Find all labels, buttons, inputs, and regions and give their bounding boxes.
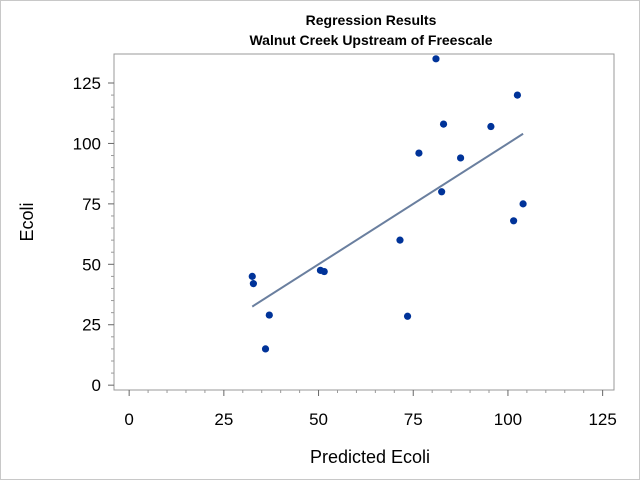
data-point <box>261 345 270 353</box>
plot-area-frame <box>113 53 615 391</box>
x-axis-label: Predicted Ecoli <box>310 447 430 467</box>
data-point <box>265 311 273 319</box>
y-tick-label: 0 <box>92 376 101 395</box>
x-tick-label: 0 <box>124 410 133 429</box>
chart-title: Regression Results <box>306 12 437 28</box>
data-point <box>513 91 522 99</box>
y-tick-label: 75 <box>82 195 101 214</box>
data-point <box>438 188 446 196</box>
regression-fit-line <box>251 132 524 308</box>
x-tick-label: 100 <box>494 410 522 429</box>
data-point <box>403 312 412 320</box>
data-point <box>487 122 495 131</box>
chart-subtitle: Walnut Creek Upstream of Freescale <box>249 32 492 48</box>
marks-group <box>248 55 527 353</box>
y-tick-label: 125 <box>73 74 101 93</box>
x-tick-label: 50 <box>309 410 328 429</box>
y-axis-label: Ecoli <box>17 202 37 241</box>
data-point <box>510 217 518 225</box>
data-point <box>248 272 256 280</box>
x-tick-label: 125 <box>588 410 616 429</box>
data-point <box>249 280 257 288</box>
data-point <box>396 236 404 244</box>
data-point <box>415 149 423 157</box>
data-point <box>432 55 440 63</box>
y-tick-label: 100 <box>73 134 101 153</box>
data-point <box>320 267 328 276</box>
data-point <box>519 200 527 208</box>
x-tick-label: 75 <box>404 410 423 429</box>
data-point <box>456 154 465 162</box>
y-tick-label: 50 <box>82 255 101 274</box>
axes-group: 0 25 50 75 100 125 0 25 50 75 100 125 <box>73 74 617 429</box>
data-point <box>439 120 448 128</box>
x-tick-label: 25 <box>214 410 233 429</box>
y-tick-label: 25 <box>82 316 101 335</box>
